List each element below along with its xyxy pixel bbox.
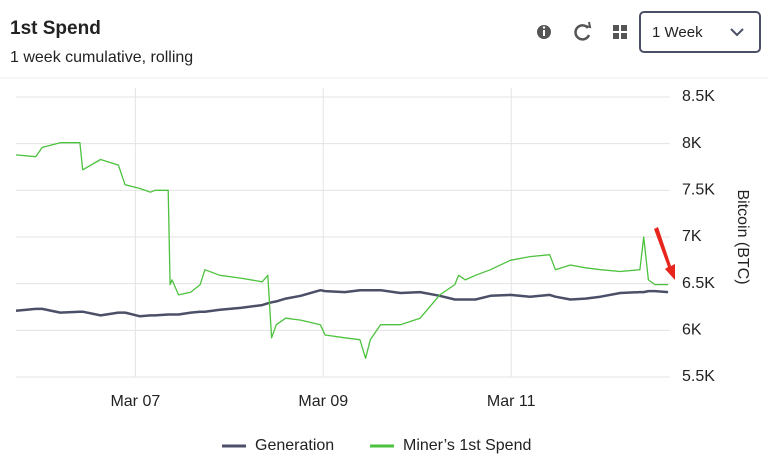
legend-item: Generation [222, 437, 334, 454]
layout-icon[interactable] [613, 25, 627, 39]
legend-item: Miner’s 1st Spend [370, 437, 531, 454]
info-icon[interactable] [537, 25, 551, 39]
card-subtitle: 1 week cumulative, rolling [10, 49, 193, 66]
legend-label: Miner’s 1st Spend [403, 437, 531, 454]
range-label: 1 Week [652, 24, 703, 41]
series-line [15, 288, 669, 318]
y-tick-label: 6K [682, 322, 702, 339]
x-tick-label: Mar 11 [487, 393, 536, 410]
y-tick-label: 8K [682, 135, 702, 152]
card-title: 1st Spend [10, 18, 101, 39]
x-tick-label: Mar 07 [110, 393, 160, 410]
y-tick-label: 7K [682, 228, 702, 245]
y-tick-label: 7.5K [682, 182, 715, 199]
x-tick-label: Mar 09 [298, 393, 348, 410]
annotation-arrow [654, 227, 675, 280]
range-dropdown[interactable]: 1 Week [639, 11, 761, 53]
legend-label: Generation [255, 437, 334, 454]
refresh-icon[interactable] [574, 21, 592, 41]
y-tick-label: 6.5K [682, 275, 715, 292]
y-tick-label: 8.5K [682, 88, 715, 105]
series-line [15, 142, 669, 359]
plot: 5.5K 6K 6.5K 7K 7.5K 8K 8.5K Mar 07 Mar 09 Mar 11… [15, 88, 751, 410]
y-axis-title: Bitcoin (BTC) [734, 189, 751, 284]
y-tick-label: 5.5K [682, 368, 715, 385]
